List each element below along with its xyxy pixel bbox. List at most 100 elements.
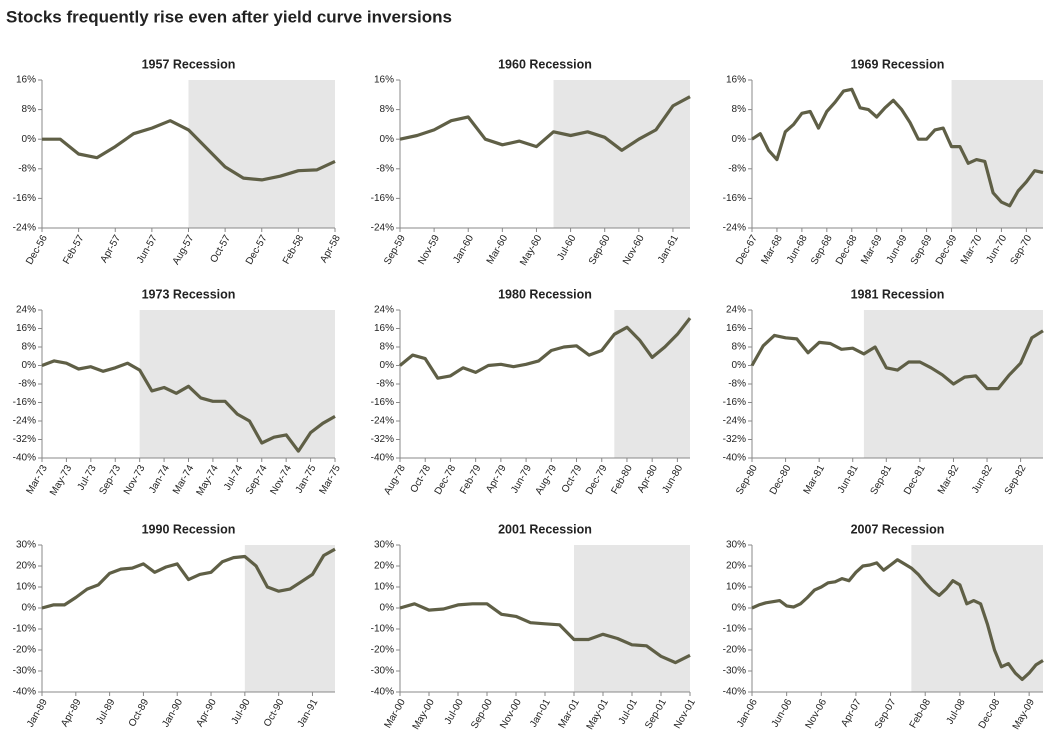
x-tick-label: Jan-01 (528, 697, 553, 729)
y-tick-label: -40% (371, 687, 394, 698)
chart-panel: 1957 Recession -24% -16% -8% 0% 8% 16% Dec-56 Fe… (13, 57, 343, 266)
x-tick-label: Jun-57 (135, 233, 160, 265)
y-tick-label: -32% (723, 434, 746, 445)
x-tick-label: Nov-00 (498, 697, 524, 731)
x-tick-label: Dec-67 (734, 233, 760, 267)
data-line (751, 87, 1044, 208)
chart-panel: 1960 Recession -24% -16% -8% 0% 8% 16% Sep-59 No… (371, 57, 691, 268)
y-tick-label: 8% (380, 342, 395, 353)
x-tick-label: Oct-79 (560, 463, 585, 495)
y-tick-label: -8% (376, 379, 394, 390)
x-tick-label: Nov-74 (268, 463, 294, 497)
y-tick-label: 0% (380, 360, 395, 371)
x-tick-label: Sep-69 (909, 233, 935, 267)
x-tick-label: Dec-80 (768, 463, 794, 497)
x-tick-label: Sep-59 (382, 233, 408, 267)
y-tick-label: -16% (371, 193, 394, 204)
x-tick-label: Jul-89 (94, 697, 117, 726)
x-tick-label: Feb-79 (458, 463, 484, 496)
x-tick-label: Oct-78 (409, 463, 434, 495)
x-tick-label: Feb-58 (281, 233, 307, 266)
x-tick-label: Mar-69 (859, 233, 885, 266)
data-line (41, 359, 336, 453)
y-tick-label: 0% (380, 134, 395, 145)
x-tick-label: Dec-57 (244, 233, 270, 267)
x-tick-label: May-01 (585, 697, 611, 732)
x-tick-label: Mar-82 (936, 463, 962, 496)
x-tick-label: Jul-01 (617, 697, 640, 726)
y-tick-label: -16% (13, 397, 36, 408)
x-tick-label: Aug-79 (534, 463, 560, 497)
y-tick-label: 16% (16, 75, 36, 86)
y-tick-label: -40% (723, 453, 746, 464)
y-tick-label: -40% (13, 687, 36, 698)
y-tick-label: 0% (380, 603, 395, 614)
y-tick-label: -8% (728, 379, 746, 390)
x-tick-label: Jul-60 (555, 233, 578, 262)
x-tick-label: Jan-60 (451, 233, 476, 265)
x-tick-label: Apr-89 (59, 697, 84, 729)
x-tick-label: Dec-08 (977, 697, 1003, 731)
x-tick-label: Jun-70 (984, 233, 1009, 265)
x-tick-label: Feb-80 (609, 463, 635, 496)
y-tick-label: 16% (726, 75, 746, 86)
y-tick-label: -24% (723, 223, 746, 234)
y-tick-label: -20% (13, 645, 36, 656)
x-tick-label: Apr-80 (636, 463, 661, 495)
recession-shade (951, 80, 1043, 228)
x-tick-label: Jun-79 (509, 463, 534, 495)
x-tick-label: Dec-68 (834, 233, 860, 267)
y-tick-label: 20% (16, 561, 36, 572)
y-tick-label: -8% (18, 379, 36, 390)
y-tick-label: 0% (22, 134, 37, 145)
chart-title: 2001 Recession (498, 522, 592, 536)
y-tick-label: -24% (723, 416, 746, 427)
x-tick-label: Jan-90 (160, 697, 185, 729)
y-tick-label: -24% (13, 416, 36, 427)
chart-panel: 1973 Recession -40% -32% -24% -16% -8% 0% 8% 16%… (13, 287, 343, 497)
x-tick-label: Jul-73 (76, 463, 99, 492)
x-tick-label: Jan-91 (296, 697, 321, 729)
y-tick-label: 24% (16, 305, 36, 316)
chart-panel: 1969 Recession-24%-16%-8%0%8%16%Dec-67 Ma… (723, 57, 1044, 267)
y-tick-label: -20% (723, 645, 746, 656)
y-tick-label: -10% (13, 624, 36, 635)
y-tick-label: 10% (726, 582, 746, 593)
x-tick-label: Nov-73 (122, 463, 148, 497)
data-line (750, 329, 1044, 391)
y-tick-label: -16% (723, 397, 746, 408)
x-tick-label: Sep-70 (1009, 233, 1035, 267)
x-tick-label: Apr-07 (839, 697, 864, 729)
x-tick-label: Oct-90 (262, 697, 287, 729)
x-tick-label: Sep-00 (469, 697, 495, 731)
data-line (398, 317, 692, 380)
y-tick-label: -10% (723, 624, 746, 635)
chart-panel: 2007 Recession -40% -30% -20% -10% 0% 10% 20% 30… (723, 522, 1044, 732)
y-tick-label: -32% (13, 434, 36, 445)
y-tick-label: -40% (371, 453, 394, 464)
recession-shade (244, 545, 335, 692)
data-line (751, 558, 1044, 681)
y-tick-label: 8% (732, 104, 747, 115)
x-tick-label: Jul-74 (222, 463, 245, 492)
y-tick-label: 16% (726, 323, 746, 334)
y-tick-label: 20% (374, 561, 394, 572)
x-tick-label: Sep-68 (809, 233, 835, 267)
x-tick-label: Jun-81 (836, 463, 861, 495)
x-tick-label: Nov-06 (804, 697, 830, 731)
y-tick-label: -30% (723, 666, 746, 677)
x-tick-label: Mar-74 (171, 463, 197, 496)
chart-title: 2007 Recession (851, 522, 945, 536)
y-tick-label: 16% (374, 75, 394, 86)
y-tick-label: -32% (371, 434, 394, 445)
x-tick-label: Mar-01 (557, 697, 583, 730)
chart-title: 1960 Recession (498, 57, 592, 71)
x-tick-label: Sep-07 (873, 697, 899, 731)
recession-shade (911, 545, 1043, 692)
y-tick-label: 30% (726, 540, 746, 551)
recession-shade (139, 310, 335, 458)
x-tick-label: Mar-81 (802, 463, 828, 496)
x-tick-label: Apr-58 (318, 233, 343, 265)
y-tick-label: -8% (18, 163, 36, 174)
x-tick-label: Apr-57 (99, 233, 124, 265)
